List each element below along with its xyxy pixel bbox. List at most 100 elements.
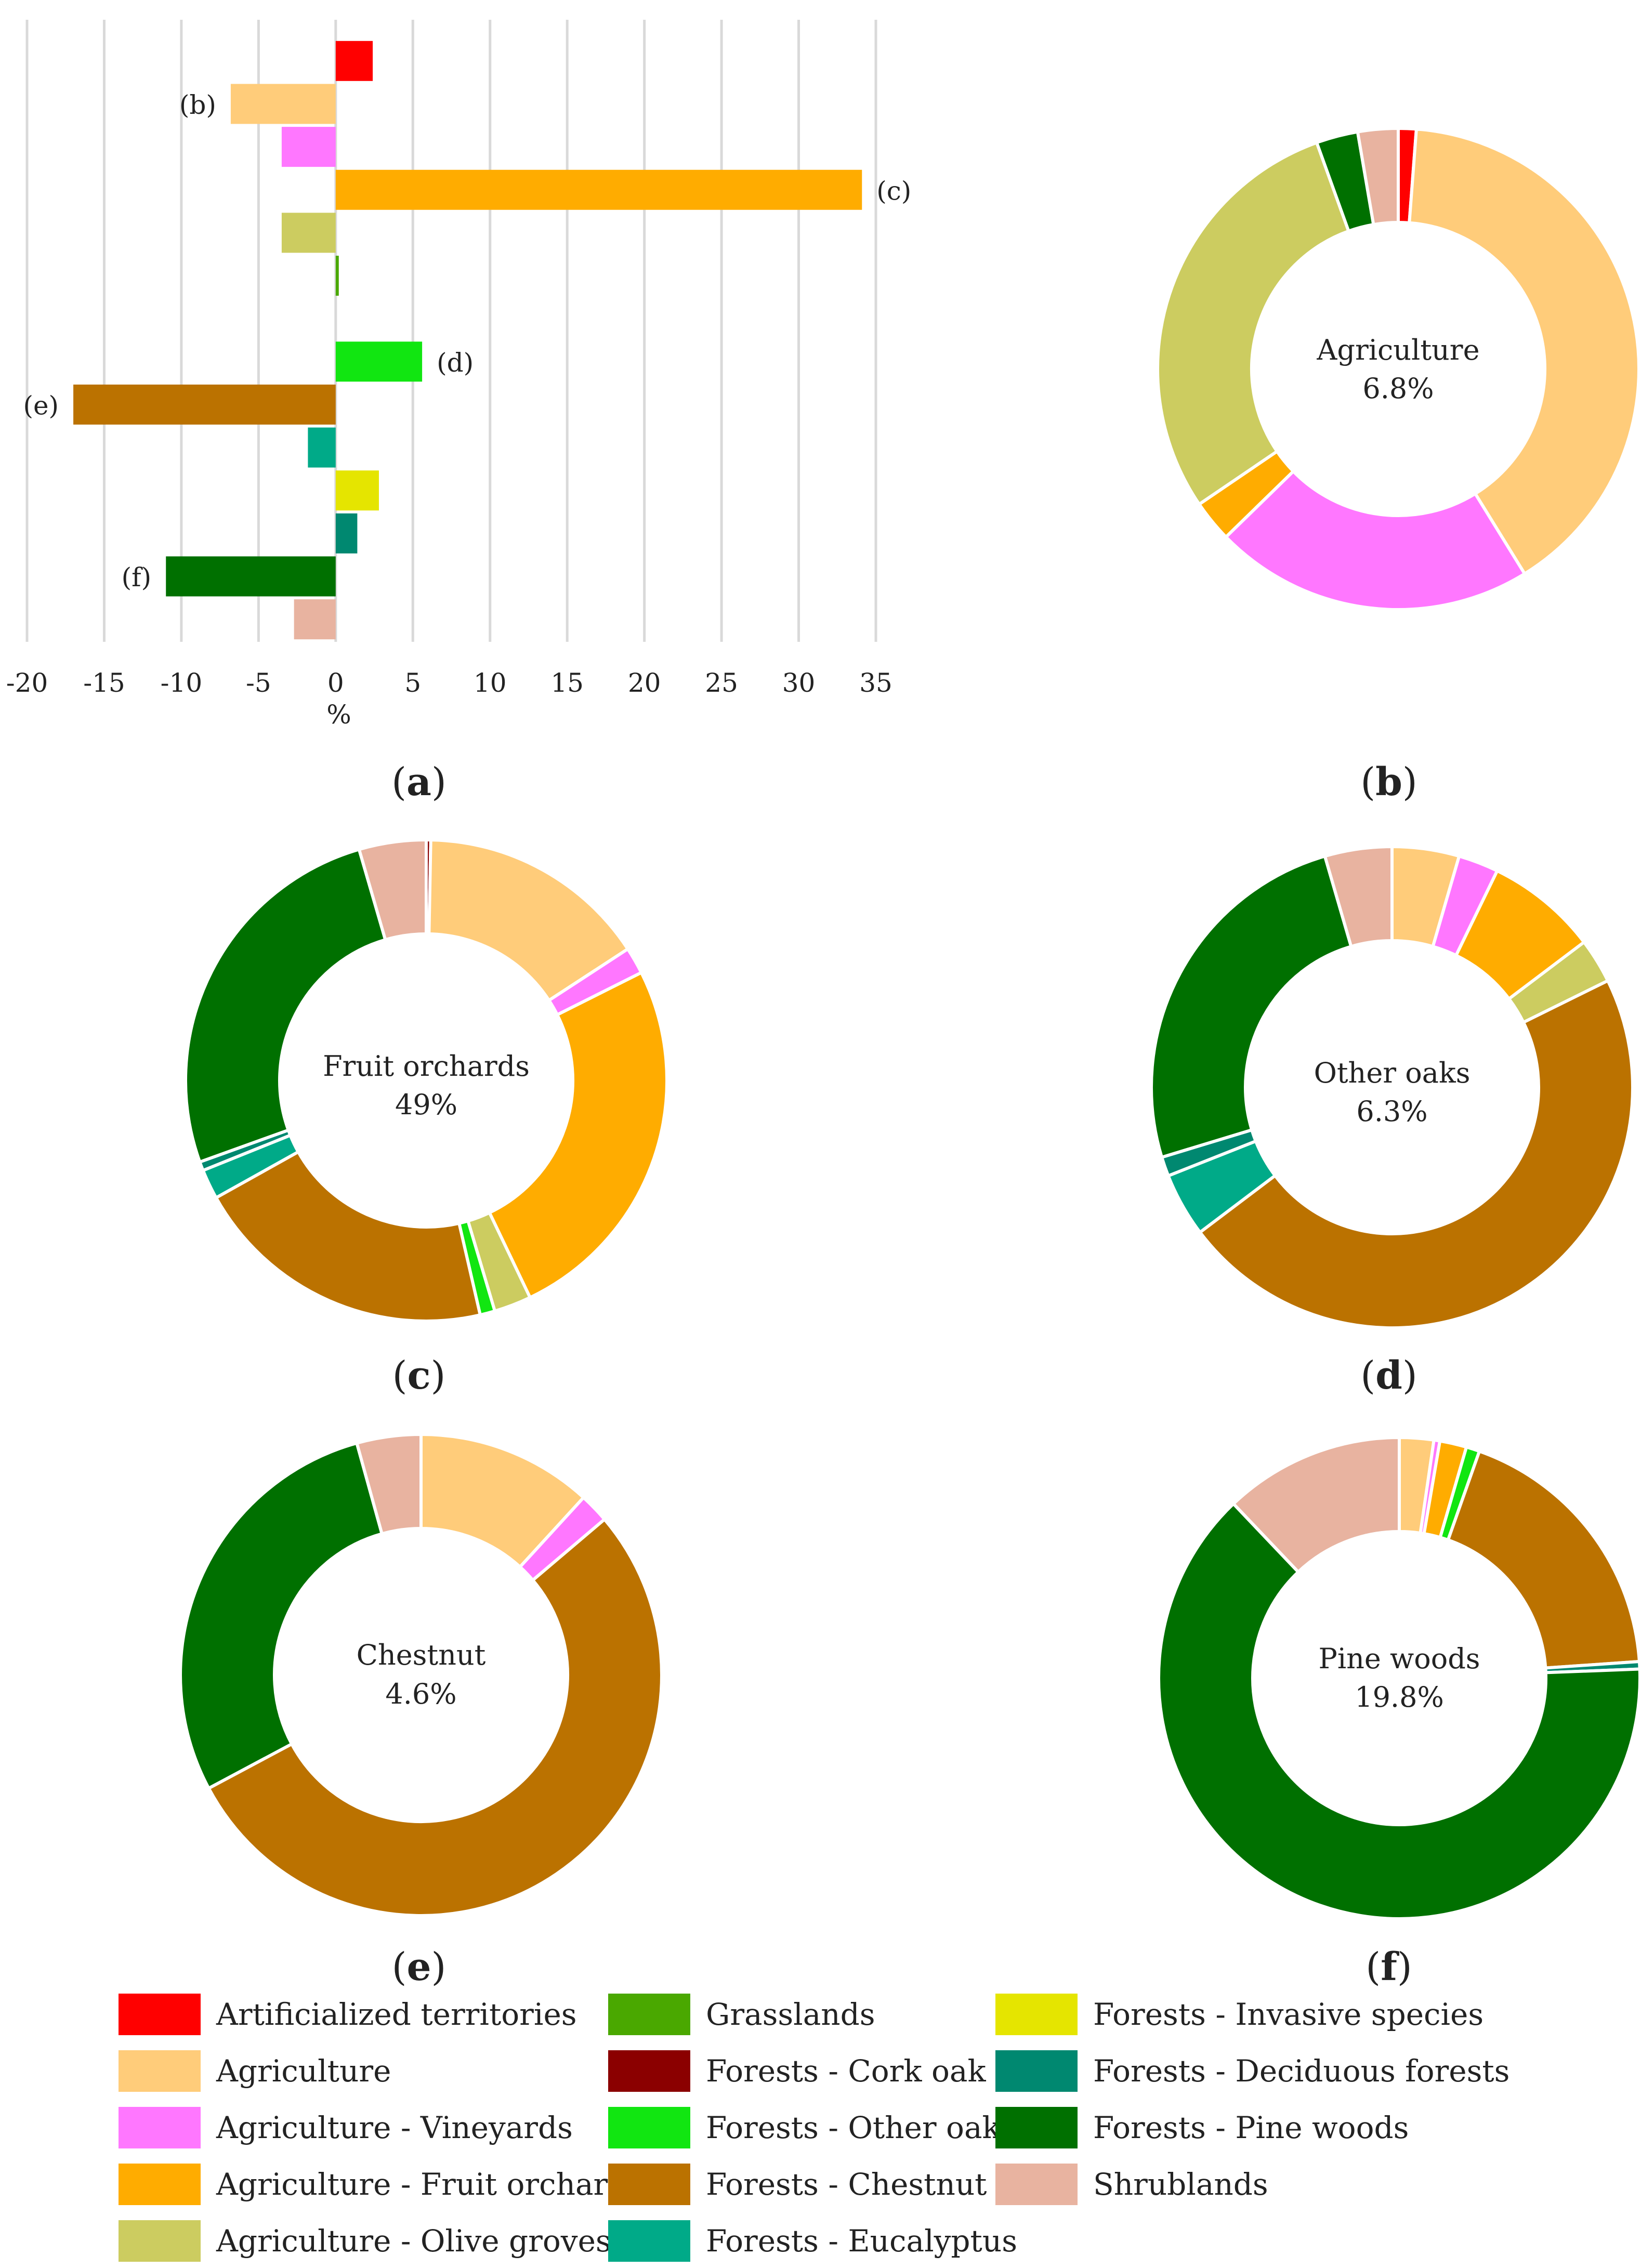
legend-swatch	[608, 2050, 690, 2092]
panel-label-e-letter: e	[406, 1945, 431, 1989]
donut-slices	[1150, 845, 1634, 1329]
legend-item-agriculture-vineyards: Agriculture - Vineyards	[119, 2107, 573, 2148]
legend-swatch	[608, 2164, 690, 2205]
legend-label: Forests - Eucalyptus	[706, 2223, 1017, 2259]
legend-item-forests-cork-oak: Forests - Cork oak	[608, 2050, 986, 2092]
bar-forests-deciduous-forests	[335, 513, 358, 553]
bar-forests-invasive-species	[335, 470, 379, 511]
slice-forests-chestnut	[1198, 979, 1634, 1329]
slice-forests-chestnut	[207, 1518, 663, 1917]
slice-forests-chestnut	[1446, 1449, 1641, 1670]
legend-label: Forests - Invasive species	[1093, 1997, 1484, 2032]
legend-label: Agriculture	[216, 2053, 391, 2089]
donut-title: Agriculture	[1316, 334, 1479, 366]
panel-label-d: (d)	[1360, 1353, 1417, 1398]
panel-label-c-letter: c	[407, 1353, 430, 1398]
slice-shrublands	[355, 1433, 423, 1536]
bar-annotation-forests-pine-woods: (f)	[122, 562, 152, 592]
legend-item-forests-other-oaks: Forests - Other oaks	[608, 2107, 1016, 2148]
bar-forests-other-oaks	[335, 341, 423, 382]
bar-artificialized-territories	[335, 41, 373, 81]
x-tick-label: 15	[550, 668, 584, 698]
slice-forests-pine-woods	[1157, 1502, 1641, 1921]
slice-agriculture-olive-groves	[1156, 141, 1350, 506]
legend-swatch	[995, 1994, 1078, 2035]
donut-title: Pine woods	[1318, 1642, 1480, 1675]
donut-title: Other oaks	[1314, 1057, 1471, 1089]
slice-agriculture-fruit-orchards	[488, 971, 668, 1299]
legend-item-agriculture: Agriculture	[119, 2050, 391, 2092]
bar-annotations: (b) (c) (d) (e) (f)	[23, 90, 911, 592]
donut-chart-agriculture: Agriculture 6.8%	[1156, 127, 1640, 611]
legend-swatch	[995, 2050, 1078, 2092]
x-tick-label: 10	[474, 668, 507, 698]
legend-item-agriculture-fruit-orchards: Agriculture - Fruit orchards	[119, 2164, 642, 2205]
x-tick-label: 25	[705, 668, 738, 698]
panel-label-a-letter: a	[406, 760, 431, 805]
legend: Artificialized territories Agriculture Agr…	[119, 1994, 1509, 2262]
legend-item-forests-chestnut: Forests - Chestnut	[608, 2164, 987, 2205]
slice-agriculture-vineyards	[1224, 469, 1527, 611]
bar-annotation-agriculture-fruit-orchards: (c)	[876, 176, 911, 206]
bar-shrublands	[294, 599, 336, 640]
legend-item-forests-deciduous-forests: Forests - Deciduous forests	[995, 2050, 1509, 2092]
legend-label: Agriculture - Vineyards	[216, 2110, 573, 2145]
legend-label: Artificialized territories	[216, 1997, 577, 2032]
slice-forests-pine-woods	[1150, 854, 1353, 1159]
donut-share: 6.3%	[1356, 1095, 1427, 1128]
bar-forests-eucalyptus	[308, 427, 336, 468]
donut-slices	[184, 838, 668, 1323]
legend-item-grasslands: Grasslands	[608, 1994, 875, 2035]
donut-share: 6.8%	[1362, 372, 1434, 405]
donut-share: 19.8%	[1355, 1681, 1444, 1713]
legend-swatch	[608, 2107, 690, 2148]
slice-shrublands	[357, 838, 428, 942]
legend-label: Forests - Cork oak	[706, 2053, 986, 2089]
donut-chart-pine-woods: Pine woods 19.8%	[1157, 1436, 1641, 1921]
legend-swatch	[119, 2220, 201, 2262]
panel-label-d-letter: d	[1375, 1353, 1402, 1398]
legend-swatch	[119, 2164, 201, 2205]
legend-label: Forests - Deciduous forests	[1093, 2053, 1509, 2089]
bar-agriculture-vineyards	[281, 127, 336, 167]
legend-item-forests-eucalyptus: Forests - Eucalyptus	[608, 2220, 1017, 2262]
x-tick-label: 0	[327, 668, 344, 698]
bar-marks	[73, 41, 862, 640]
legend-label: Agriculture - Fruit orchards	[216, 2167, 642, 2202]
slice-agriculture	[1408, 127, 1640, 576]
legend-label: Shrublands	[1093, 2167, 1268, 2202]
legend-swatch	[119, 2107, 201, 2148]
donut-slices	[1157, 1436, 1641, 1921]
legend-label: Agriculture - Olive groves	[216, 2223, 611, 2259]
panel-label-b-letter: b	[1375, 760, 1402, 805]
panel-label-b: (b)	[1360, 760, 1417, 805]
bar-annotation-agriculture: (b)	[179, 90, 216, 120]
legend-item-forests-pine-woods: Forests - Pine woods	[995, 2107, 1409, 2148]
donut-chart-fruit-orchards: Fruit orchards 49%	[184, 838, 668, 1323]
legend-item-agriculture-olive-groves: Agriculture - Olive groves	[119, 2220, 611, 2262]
legend-swatch	[995, 2107, 1078, 2148]
donut-title: Chestnut	[357, 1639, 486, 1671]
legend-swatch	[995, 2164, 1078, 2205]
legend-label: Forests - Chestnut	[706, 2167, 987, 2202]
legend-item-shrublands: Shrublands	[995, 2164, 1268, 2205]
bar-annotation-forests-chestnut: (e)	[23, 390, 59, 420]
slice-agriculture	[427, 838, 629, 1002]
slice-agriculture	[419, 1433, 585, 1569]
slice-shrublands	[1323, 845, 1394, 948]
donut-chart-chestnut: Chestnut 4.6%	[179, 1433, 663, 1917]
slice-forests-pine-woods	[184, 848, 387, 1164]
donut-slices	[179, 1433, 663, 1917]
panel-label-a: (a)	[391, 760, 447, 805]
x-tick-label: 5	[404, 668, 421, 698]
legend-label: Forests - Other oaks	[706, 2110, 1016, 2145]
x-tick-label: -10	[161, 668, 203, 698]
bar-forests-chestnut	[73, 384, 336, 425]
bar-annotation-forests-other-oaks: (d)	[437, 348, 474, 378]
donut-title: Fruit orchards	[323, 1050, 530, 1083]
x-tick-label: 35	[859, 668, 892, 698]
donut-share: 4.6%	[385, 1678, 456, 1710]
bar-tick-labels: -20 -15 -10 -5 0 5 10 15 20 25 30 35	[6, 668, 892, 698]
donut-share: 49%	[395, 1088, 457, 1121]
x-tick-label: 20	[628, 668, 661, 698]
